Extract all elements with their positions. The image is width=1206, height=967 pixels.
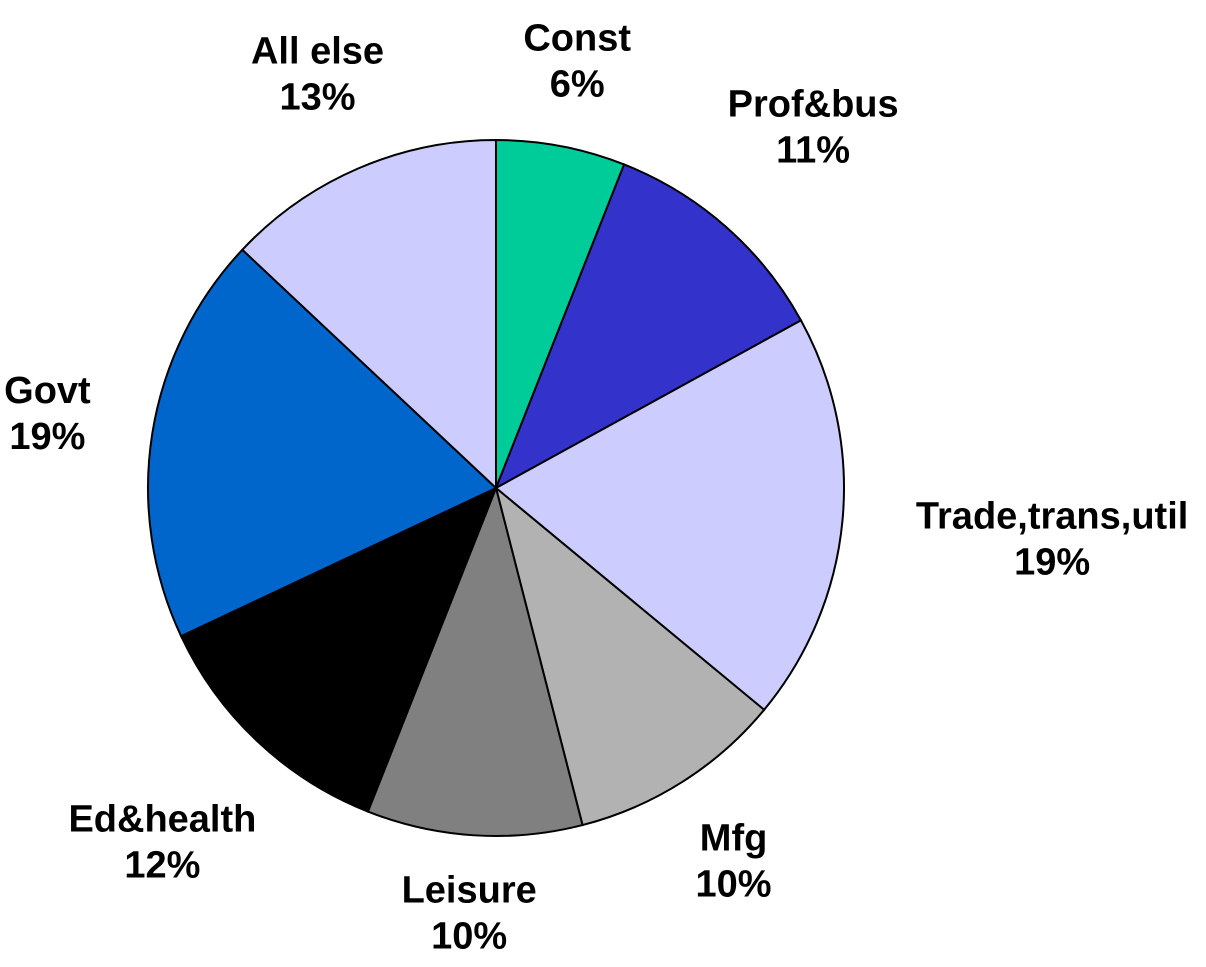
pie-slice [240,138,497,491]
slice-label: All else [251,31,384,73]
pie-slice [494,318,845,712]
pie-slice [147,248,498,638]
slice-label: Prof&bus [728,83,899,125]
slice-value-label: 6% [550,64,605,106]
slice-label: Trade,trans,util [916,496,1188,538]
slice-label: Leisure [402,869,537,911]
slice-value-label: 13% [279,77,355,119]
slice-value-label: 12% [124,844,200,886]
slice-value-label: 19% [1014,542,1090,584]
pie-slice [366,484,584,837]
slice-value-label: 10% [696,863,772,905]
pie-slice [494,163,803,491]
slice-value-label: 19% [9,416,85,458]
slice-label: Const [523,18,631,60]
slice-label: Mfg [700,817,768,859]
pie-slice [494,485,766,827]
slice-value-label: 11% [776,129,850,171]
pie-slice [495,138,626,489]
slice-label: Govt [4,370,91,412]
slice-label: Ed&health [68,798,256,840]
pie-slice [179,486,498,813]
slice-value-label: 10% [431,915,507,957]
